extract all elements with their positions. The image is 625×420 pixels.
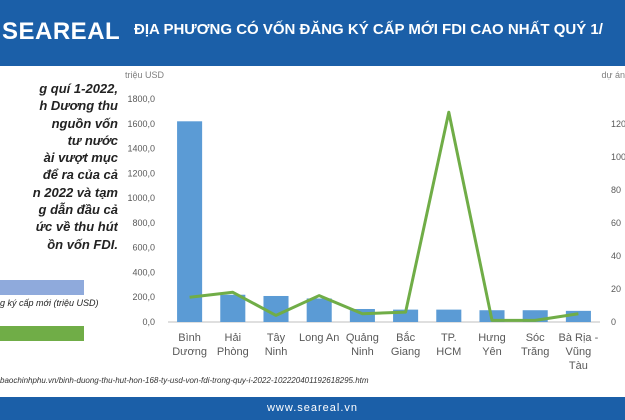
side-text-line: g dẫn đầu cả xyxy=(38,202,118,218)
y-tick-right: 40 xyxy=(611,251,621,261)
legend-bar-swatch xyxy=(0,280,84,295)
y-tick-left: 800,0 xyxy=(132,218,155,228)
y-tick-left: 1200,0 xyxy=(127,168,155,178)
y-tick-right: 100 xyxy=(611,152,625,162)
y-tick-left: 0,0 xyxy=(142,317,155,327)
x-tick-label: Dương xyxy=(172,346,207,358)
y-tick-right: 60 xyxy=(611,218,621,228)
footer-bar: www.seareal.vn xyxy=(0,397,625,420)
bar xyxy=(263,295,289,322)
y-tick-left: 1800,0 xyxy=(127,94,155,104)
x-tick-label: HCM xyxy=(436,346,461,358)
header-bar: SEAREAL ĐỊA PHƯƠNG CÓ VỐN ĐĂNG KÝ CẤP MỚ… xyxy=(0,0,625,66)
y-tick-right: 0 xyxy=(611,317,616,327)
x-tick-label: Hải xyxy=(225,332,242,344)
bar xyxy=(565,310,591,322)
x-tick-label: Vũng xyxy=(566,346,592,358)
x-tick-label: Phòng xyxy=(217,346,249,358)
y-tick-left: 600,0 xyxy=(132,243,155,253)
y-tick-left: 400,0 xyxy=(132,267,155,277)
y-tick-left: 200,0 xyxy=(132,292,155,302)
x-tick-label: Bắc xyxy=(396,331,415,344)
y-tick-left: 1600,0 xyxy=(127,119,155,129)
x-tick-label: TP. xyxy=(441,332,457,344)
y-tick-right: 20 xyxy=(611,284,621,294)
x-tick-label: Long An xyxy=(299,332,339,344)
side-text-line: h Dương thu xyxy=(39,98,118,114)
x-tick-label: Ninh xyxy=(265,346,288,358)
side-description: g quí 1-2022, h Dương thu nguồn vốn tư n… xyxy=(0,80,118,253)
x-tick-label: Yên xyxy=(482,346,502,358)
bar xyxy=(436,309,462,322)
y-tick-right: 120 xyxy=(611,119,625,129)
x-tick-label: Quảng xyxy=(346,332,379,344)
side-text-line: để ra của cả xyxy=(42,167,118,183)
y-axis-left-label: triệu USD xyxy=(125,70,165,80)
x-tick-label: Bình xyxy=(178,332,201,344)
bar xyxy=(220,294,246,322)
series-line xyxy=(189,110,579,322)
side-text-line: ức về thu hút xyxy=(35,219,118,235)
brand-logo: SEAREAL xyxy=(2,18,121,45)
footer-website[interactable]: www.seareal.vn xyxy=(266,402,359,414)
y-tick-left: 1400,0 xyxy=(127,144,155,154)
legend-bar-label: g ký cấp mới (triệu USD) xyxy=(0,298,99,308)
y-tick-right: 80 xyxy=(611,185,621,195)
side-text-line: tư nước xyxy=(67,132,118,148)
x-tick-label: Sóc xyxy=(526,332,545,344)
bar xyxy=(306,298,332,322)
page-title: ĐỊA PHƯƠNG CÓ VỐN ĐĂNG KÝ CẤP MỚI FDI CA… xyxy=(134,21,603,38)
bar xyxy=(522,310,548,322)
y-axis-right-label: dự án xyxy=(601,70,625,80)
side-text-line: ài vượt mục xyxy=(43,150,118,166)
side-text-line: g quí 1-2022, xyxy=(39,81,118,96)
x-tick-label: Trăng xyxy=(521,346,549,358)
x-tick-label: Ninh xyxy=(351,346,374,358)
x-tick-label: Tây xyxy=(267,332,286,344)
bar xyxy=(349,308,375,322)
bar xyxy=(177,121,203,322)
source-link[interactable]: baochinhphu.vn/binh-duong-thu-hut-hon-16… xyxy=(0,376,369,385)
bar xyxy=(393,309,419,322)
x-tick-label: Giang xyxy=(391,346,420,358)
x-tick-label: Bà Rịa - xyxy=(559,332,599,344)
x-tick-label: Tàu xyxy=(569,360,588,372)
side-text-line: n 2022 và tạm xyxy=(32,184,118,200)
legend-line-swatch xyxy=(0,326,84,341)
y-tick-left: 1000,0 xyxy=(127,193,155,203)
x-tick-label: Hưng xyxy=(478,332,506,344)
side-text-line: ồn vốn FDI. xyxy=(47,236,118,252)
side-text-line: nguồn vốn xyxy=(51,115,118,131)
bar xyxy=(479,310,505,322)
